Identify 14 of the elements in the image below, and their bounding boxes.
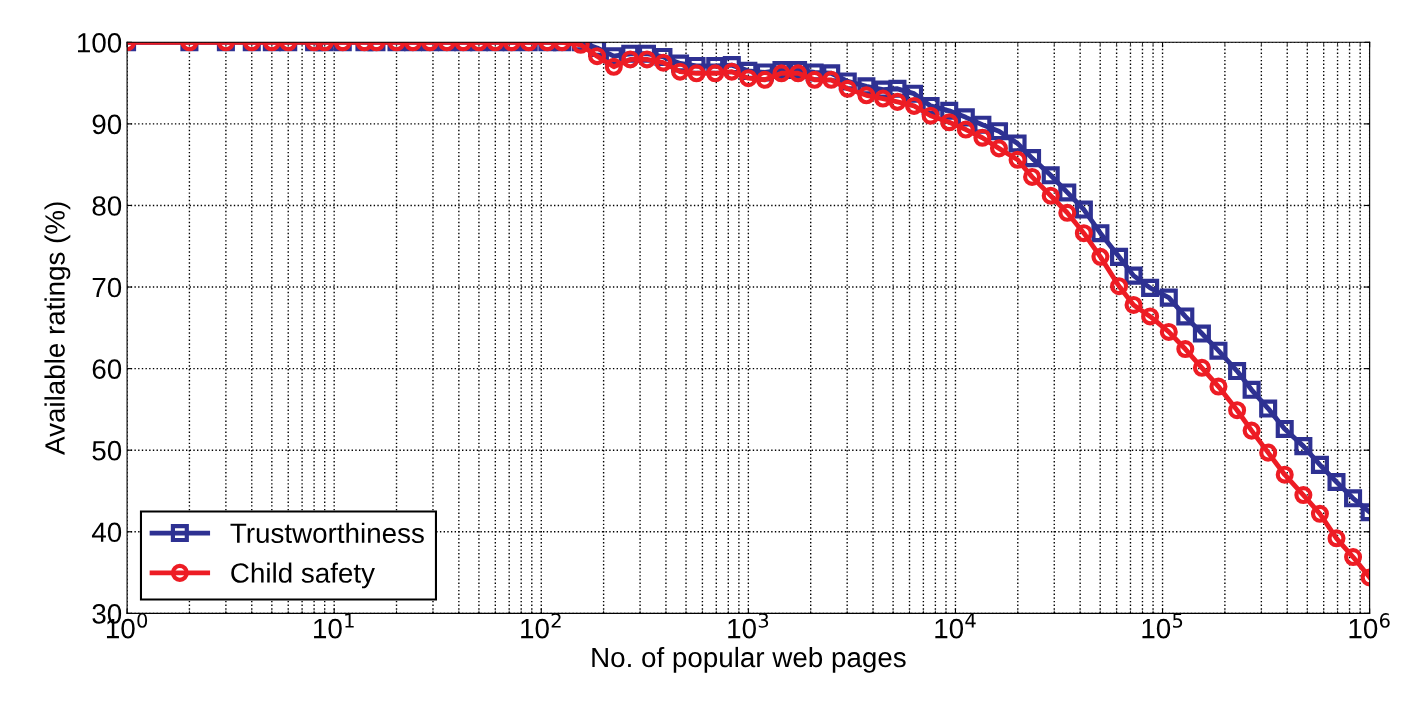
y-axis-title: Available ratings (%): [44, 202, 71, 455]
y-tick-label: 40: [91, 522, 122, 543]
y-tick-label: 50: [92, 440, 122, 461]
x-tick-label: 10$^{6}$: [1349, 613, 1390, 639]
legend-label: Trustworthiness: [230, 522, 424, 544]
y-tick-label: 60: [92, 359, 122, 379]
y-tick-label: 100: [78, 32, 122, 53]
legend-label: Child safety: [231, 562, 375, 589]
x-axis-title: No. of popular web pages: [592, 646, 906, 673]
x-tick-label: 10$^{4}$: [935, 613, 976, 639]
y-tick-label: 90: [92, 114, 122, 135]
y-tick-label: 70: [92, 277, 122, 298]
y-tick-label: 80: [92, 196, 122, 216]
x-tick-label: 10$^{1}$: [314, 613, 354, 639]
